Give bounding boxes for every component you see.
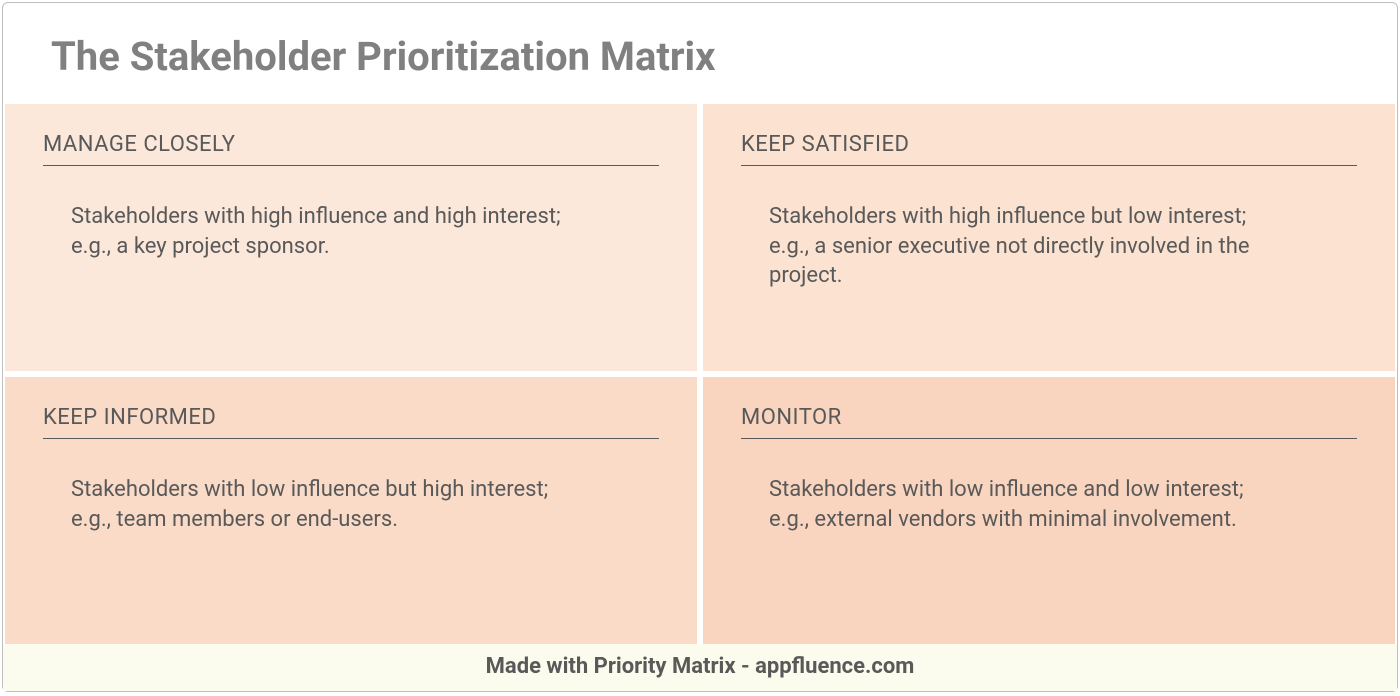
quad-monitor: MONITOR Stakeholders with low influence … [703,377,1395,644]
quad-body: Stakeholders with low influence but high… [43,475,603,534]
quad-title: MANAGE CLOSELY [43,132,659,166]
quad-manage-closely: MANAGE CLOSELY Stakeholders with high in… [5,104,697,371]
matrix-frame: The Stakeholder Prioritization Matrix MA… [2,2,1398,692]
quad-title: KEEP INFORMED [43,405,659,439]
quad-title: MONITOR [741,405,1357,439]
quad-body: Stakeholders with high influence but low… [741,202,1301,291]
quad-keep-informed: KEEP INFORMED Stakeholders with low infl… [5,377,697,644]
quad-title: KEEP SATISFIED [741,132,1357,166]
quad-body: Stakeholders with low influence and low … [741,475,1301,534]
quad-keep-satisfied: KEEP SATISFIED Stakeholders with high in… [703,104,1395,371]
footer-credit: Made with Priority Matrix - appfluence.c… [3,644,1397,691]
matrix-grid: MANAGE CLOSELY Stakeholders with high in… [3,104,1397,644]
quad-body: Stakeholders with high influence and hig… [43,202,603,261]
page-title: The Stakeholder Prioritization Matrix [3,3,1397,104]
